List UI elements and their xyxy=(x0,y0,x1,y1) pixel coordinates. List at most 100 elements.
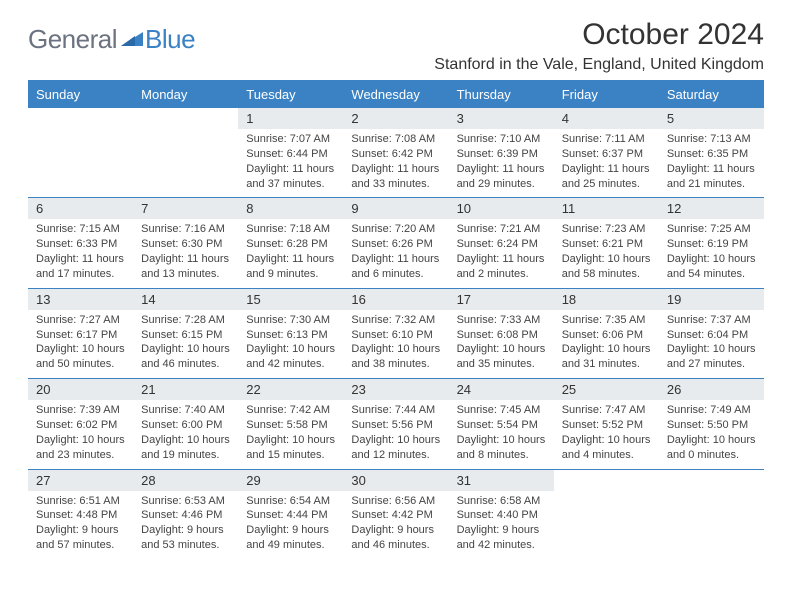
day-number xyxy=(28,108,133,130)
daynum-row: 20212223242526 xyxy=(28,379,764,401)
sunrise-text: Sunrise: 7:25 AM xyxy=(667,222,756,237)
day-number: 22 xyxy=(238,379,343,401)
sunset-text: Sunset: 6:44 PM xyxy=(246,147,335,162)
daylight-text: Daylight: 10 hours and 35 minutes. xyxy=(457,342,546,372)
sunrise-text: Sunrise: 7:16 AM xyxy=(141,222,230,237)
day-cell: Sunrise: 7:49 AMSunset: 5:50 PMDaylight:… xyxy=(659,400,764,469)
sunset-text: Sunset: 4:48 PM xyxy=(36,508,125,523)
daylight-text: Daylight: 11 hours and 2 minutes. xyxy=(457,252,546,282)
day-header: Wednesday xyxy=(343,81,448,108)
sunrise-text: Sunrise: 7:23 AM xyxy=(562,222,651,237)
daylight-text: Daylight: 10 hours and 8 minutes. xyxy=(457,433,546,463)
day-cell xyxy=(659,491,764,559)
daylight-text: Daylight: 10 hours and 58 minutes. xyxy=(562,252,651,282)
sunrise-text: Sunrise: 6:54 AM xyxy=(246,494,335,509)
daylight-text: Daylight: 10 hours and 19 minutes. xyxy=(141,433,230,463)
daynum-row: 2728293031 xyxy=(28,469,764,491)
content-row: Sunrise: 6:51 AMSunset: 4:48 PM Daylight:… xyxy=(28,491,764,559)
day-cell: Sunrise: 6:54 AMSunset: 4:44 PMDaylight:… xyxy=(238,491,343,559)
daylight-text: Daylight: 10 hours and 0 minutes. xyxy=(667,433,756,463)
sunset-text: Sunset: 6:39 PM xyxy=(457,147,546,162)
sunset-text: Sunset: 6:42 PM xyxy=(351,147,440,162)
day-cell: Sunrise: 7:42 AMSunset: 5:58 PMDaylight:… xyxy=(238,400,343,469)
daylight-text: Daylight: 11 hours and 6 minutes. xyxy=(351,252,440,282)
day-cell: Sunrise: 7:30 AMSunset: 6:13 PMDaylight:… xyxy=(238,310,343,379)
sunset-text: Sunset: 6:35 PM xyxy=(667,147,756,162)
day-header: Tuesday xyxy=(238,81,343,108)
day-number: 7 xyxy=(133,198,238,220)
day-number: 4 xyxy=(554,108,659,130)
sunrise-text: Sunrise: 7:28 AM xyxy=(141,313,230,328)
sunset-text: Sunset: 6:37 PM xyxy=(562,147,651,162)
day-cell: Sunrise: 7:27 AMSunset: 6:17 PMDaylight:… xyxy=(28,310,133,379)
sunrise-text: Sunrise: 7:21 AM xyxy=(457,222,546,237)
daylight-text: Daylight: 9 hours and 46 minutes. xyxy=(351,523,440,553)
day-cell: Sunrise: 7:10 AMSunset: 6:39 PMDaylight:… xyxy=(449,129,554,198)
day-number: 19 xyxy=(659,288,764,310)
day-cell xyxy=(554,491,659,559)
day-number: 21 xyxy=(133,379,238,401)
sunset-text: Sunset: 6:10 PM xyxy=(351,328,440,343)
day-number xyxy=(133,108,238,130)
day-header: Saturday xyxy=(659,81,764,108)
logo-text-blue: Blue xyxy=(145,24,195,55)
daylight-text: Daylight: 10 hours and 54 minutes. xyxy=(667,252,756,282)
daylight-text: Daylight: 11 hours and 9 minutes. xyxy=(246,252,335,282)
day-number: 8 xyxy=(238,198,343,220)
day-number: 30 xyxy=(343,469,448,491)
daylight-text: Daylight: 11 hours and 37 minutes. xyxy=(246,162,335,192)
day-cell: Sunrise: 7:32 AMSunset: 6:10 PMDaylight:… xyxy=(343,310,448,379)
day-number: 3 xyxy=(449,108,554,130)
sunset-text: Sunset: 4:46 PM xyxy=(141,508,230,523)
daynum-row: 13141516171819 xyxy=(28,288,764,310)
day-cell: Sunrise: 6:51 AMSunset: 4:48 PMDaylight:… xyxy=(28,491,133,559)
day-number: 14 xyxy=(133,288,238,310)
day-cell: Sunrise: 7:15 AMSunset: 6:33 PMDaylight:… xyxy=(28,219,133,288)
sunrise-text: Sunrise: 6:53 AM xyxy=(141,494,230,509)
sunset-text: Sunset: 6:19 PM xyxy=(667,237,756,252)
sunrise-text: Sunrise: 7:18 AM xyxy=(246,222,335,237)
sunrise-text: Sunrise: 7:33 AM xyxy=(457,313,546,328)
sunset-text: Sunset: 6:15 PM xyxy=(141,328,230,343)
sunrise-text: Sunrise: 6:58 AM xyxy=(457,494,546,509)
day-cell: Sunrise: 7:13 AMSunset: 6:35 PMDaylight:… xyxy=(659,129,764,198)
sunrise-text: Sunrise: 6:51 AM xyxy=(36,494,125,509)
sunrise-text: Sunrise: 7:35 AM xyxy=(562,313,651,328)
sunset-text: Sunset: 6:24 PM xyxy=(457,237,546,252)
logo-text-general: General xyxy=(28,24,117,55)
content-row: Sunrise: 7:15 AMSunset: 6:33 PMDaylight:… xyxy=(28,219,764,288)
sunset-text: Sunset: 5:50 PM xyxy=(667,418,756,433)
sunrise-text: Sunrise: 7:40 AM xyxy=(141,403,230,418)
sunrise-text: Sunrise: 7:20 AM xyxy=(351,222,440,237)
daynum-row: 12345 xyxy=(28,108,764,130)
day-number: 11 xyxy=(554,198,659,220)
day-cell: Sunrise: 7:47 AMSunset: 5:52 PMDaylight:… xyxy=(554,400,659,469)
day-cell: Sunrise: 7:18 AMSunset: 6:28 PMDaylight:… xyxy=(238,219,343,288)
day-header: Sunday xyxy=(28,81,133,108)
title-block: October 2024 Stanford in the Vale, Engla… xyxy=(434,18,764,74)
content-row: Sunrise: 7:27 AMSunset: 6:17 PMDaylight:… xyxy=(28,310,764,379)
sunrise-text: Sunrise: 7:13 AM xyxy=(667,132,756,147)
daylight-text: Daylight: 9 hours and 53 minutes. xyxy=(141,523,230,553)
daylight-text: Daylight: 11 hours and 21 minutes. xyxy=(667,162,756,192)
day-number: 15 xyxy=(238,288,343,310)
day-header: Monday xyxy=(133,81,238,108)
sunset-text: Sunset: 6:21 PM xyxy=(562,237,651,252)
day-number: 31 xyxy=(449,469,554,491)
day-number: 2 xyxy=(343,108,448,130)
sunrise-text: Sunrise: 7:47 AM xyxy=(562,403,651,418)
daylight-text: Daylight: 10 hours and 42 minutes. xyxy=(246,342,335,372)
day-number: 9 xyxy=(343,198,448,220)
day-cell: Sunrise: 7:44 AMSunset: 5:56 PMDaylight:… xyxy=(343,400,448,469)
sunrise-text: Sunrise: 7:15 AM xyxy=(36,222,125,237)
content-row: Sunrise: 7:07 AMSunset: 6:44 PMDaylight:… xyxy=(28,129,764,198)
sunset-text: Sunset: 5:52 PM xyxy=(562,418,651,433)
day-cell: Sunrise: 7:33 AMSunset: 6:08 PMDaylight:… xyxy=(449,310,554,379)
day-cell: Sunrise: 7:40 AMSunset: 6:00 PMDaylight:… xyxy=(133,400,238,469)
day-number: 16 xyxy=(343,288,448,310)
day-number: 13 xyxy=(28,288,133,310)
day-number: 12 xyxy=(659,198,764,220)
sunset-text: Sunset: 4:44 PM xyxy=(246,508,335,523)
daylight-text: Daylight: 11 hours and 33 minutes. xyxy=(351,162,440,192)
daylight-text: Daylight: 10 hours and 12 minutes. xyxy=(351,433,440,463)
